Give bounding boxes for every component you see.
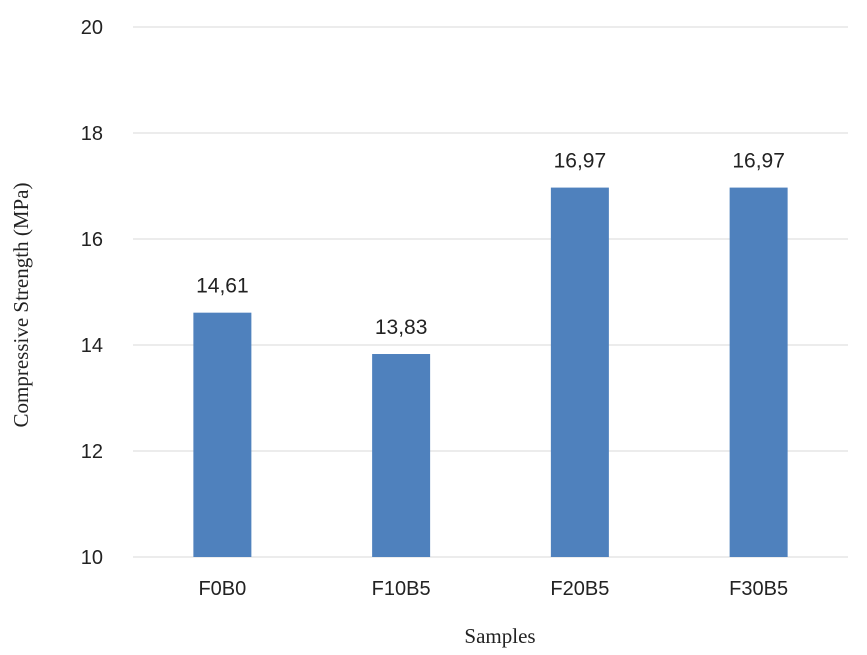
y-axis-ticks: 10 12 14 16 18 20 — [81, 17, 103, 569]
x-axis-ticks: F0B0 F10B5 F20B5 F30B5 — [198, 578, 788, 600]
x-tick-label-F10B5: F10B5 — [372, 578, 431, 600]
data-labels: 14,61 13,83 16,97 16,97 — [196, 150, 785, 339]
gridlines — [133, 26, 848, 558]
y-tick-label: 18 — [81, 123, 103, 145]
y-tick-label: 14 — [81, 335, 103, 357]
bar-F20B5 — [550, 187, 609, 557]
y-tick-label: 16 — [81, 229, 103, 251]
bar-F30B5 — [729, 187, 788, 557]
x-tick-label-F20B5: F20B5 — [550, 578, 609, 600]
y-tick-label: 12 — [81, 441, 103, 463]
bars — [193, 187, 788, 557]
y-tick-label: 20 — [81, 17, 103, 39]
bar-F0B0 — [193, 312, 252, 557]
data-label-F30B5: 16,97 — [732, 150, 785, 173]
data-label-F0B0: 14,61 — [196, 275, 249, 298]
bar-F10B5 — [372, 354, 431, 557]
x-axis-title: Samples — [464, 624, 535, 648]
x-tick-label-F30B5: F30B5 — [729, 578, 788, 600]
y-tick-label: 10 — [81, 547, 103, 569]
data-label-F10B5: 13,83 — [375, 316, 428, 339]
x-tick-label-F0B0: F0B0 — [198, 578, 246, 600]
y-axis-title: Compressive Strength (MPa) — [9, 183, 33, 428]
data-label-F20B5: 16,97 — [554, 150, 607, 173]
